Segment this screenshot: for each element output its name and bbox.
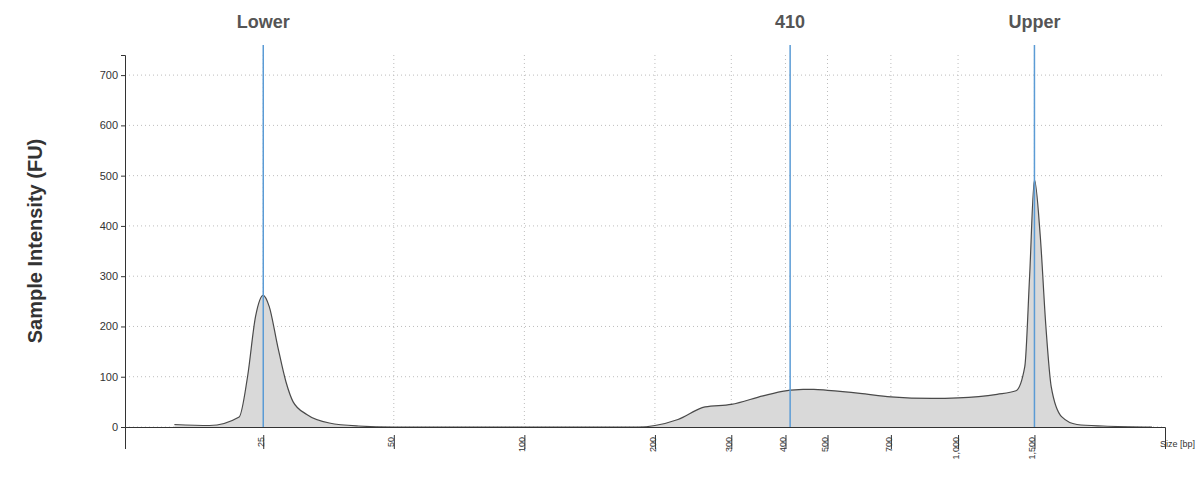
y-tick-label: 200 bbox=[100, 320, 118, 332]
y-tick: 500 bbox=[100, 170, 125, 182]
y-axis-line bbox=[121, 56, 126, 428]
y-tick-mark bbox=[121, 75, 125, 76]
grid-line-y bbox=[125, 125, 1165, 126]
grid-line-x bbox=[524, 55, 525, 427]
x-tick-label: 1,500 bbox=[1027, 437, 1037, 460]
y-tick: 700 bbox=[100, 69, 125, 81]
x-tick: 200 bbox=[648, 435, 658, 452]
grid bbox=[125, 55, 1165, 427]
peak-line bbox=[1034, 45, 1036, 427]
x-tick-label: 700 bbox=[884, 437, 894, 452]
peak-label: Upper bbox=[1008, 12, 1060, 32]
y-tick-mark bbox=[121, 326, 125, 327]
x-tick: 500 bbox=[820, 435, 830, 452]
x-tick: 50 bbox=[386, 435, 396, 449]
grid-line-x bbox=[890, 55, 891, 427]
x-tick: 700 bbox=[884, 435, 894, 452]
y-tick-mark bbox=[121, 427, 125, 428]
peaks: Lower 410 Upper bbox=[237, 12, 1061, 427]
x-axis-title: Size [bp] bbox=[1160, 439, 1195, 449]
grid-line-y bbox=[125, 276, 1165, 277]
y-tick-label: 0 bbox=[112, 421, 118, 433]
y-tick: 200 bbox=[100, 320, 125, 332]
y-tick: 600 bbox=[100, 119, 125, 131]
y-tick-mark bbox=[121, 377, 125, 378]
y-tick: 100 bbox=[100, 371, 125, 383]
peak-line bbox=[262, 45, 264, 427]
grid-line-y bbox=[125, 326, 1165, 327]
x-tick-label: 100 bbox=[517, 437, 527, 452]
x-tick-label: 300 bbox=[724, 437, 734, 452]
y-tick-mark bbox=[121, 226, 125, 227]
x-tick-label: 50 bbox=[386, 437, 396, 447]
grid-line-x bbox=[393, 55, 394, 427]
y-tick-mark bbox=[121, 125, 125, 126]
y-tick-label: 300 bbox=[100, 270, 118, 282]
grid-line-y bbox=[125, 225, 1165, 226]
x-axis-line bbox=[126, 428, 1166, 450]
grid-line-x bbox=[731, 55, 732, 427]
y-tick-mark bbox=[121, 276, 125, 277]
x-tick: 300 bbox=[724, 435, 734, 452]
grid-line-x bbox=[785, 55, 786, 427]
x-tick-label: 400 bbox=[778, 437, 788, 452]
y-tick-label: 600 bbox=[100, 119, 118, 131]
x-tick: 25 bbox=[256, 435, 266, 449]
grid-line-y bbox=[125, 75, 1165, 76]
peak-label: Lower bbox=[237, 12, 290, 32]
x-tick-label: 200 bbox=[648, 437, 658, 452]
x-tick-label: 500 bbox=[820, 437, 830, 452]
chart: Lower 410 Upper 0 100 200 300 400 500 600 700 25 50 1… bbox=[0, 0, 1199, 479]
plot-area bbox=[174, 180, 1152, 427]
grid-line-x bbox=[654, 55, 655, 427]
y-tick: 0 bbox=[112, 421, 125, 433]
y-axis-title: Sample Intensity (FU) bbox=[24, 139, 46, 343]
x-tick-label: 1,000 bbox=[951, 437, 961, 460]
peak-label: 410 bbox=[775, 12, 805, 32]
x-tick: 1,500 bbox=[1027, 435, 1037, 460]
x-tick: 100 bbox=[517, 435, 527, 452]
y-tick-label: 700 bbox=[100, 69, 118, 81]
grid-line-y bbox=[125, 175, 1165, 176]
sample-line bbox=[174, 180, 1152, 427]
y-tick-label: 100 bbox=[100, 371, 118, 383]
x-axis: 25 50 100 200 300 400 500 700 1,000 1,500 bbox=[126, 428, 1166, 460]
y-axis: 0 100 200 300 400 500 600 700 bbox=[100, 56, 126, 434]
y-tick-mark bbox=[121, 176, 125, 177]
y-tick-label: 500 bbox=[100, 170, 118, 182]
x-tick: 400 bbox=[778, 435, 788, 452]
sample-area bbox=[174, 180, 1152, 427]
peak-line bbox=[789, 45, 791, 427]
y-tick: 300 bbox=[100, 270, 125, 282]
y-tick: 400 bbox=[100, 220, 125, 232]
x-tick-label: 25 bbox=[256, 437, 266, 447]
grid-line-x bbox=[827, 55, 828, 427]
x-tick: 1,000 bbox=[951, 435, 961, 460]
grid-line-x bbox=[958, 55, 959, 427]
y-tick-label: 400 bbox=[100, 220, 118, 232]
